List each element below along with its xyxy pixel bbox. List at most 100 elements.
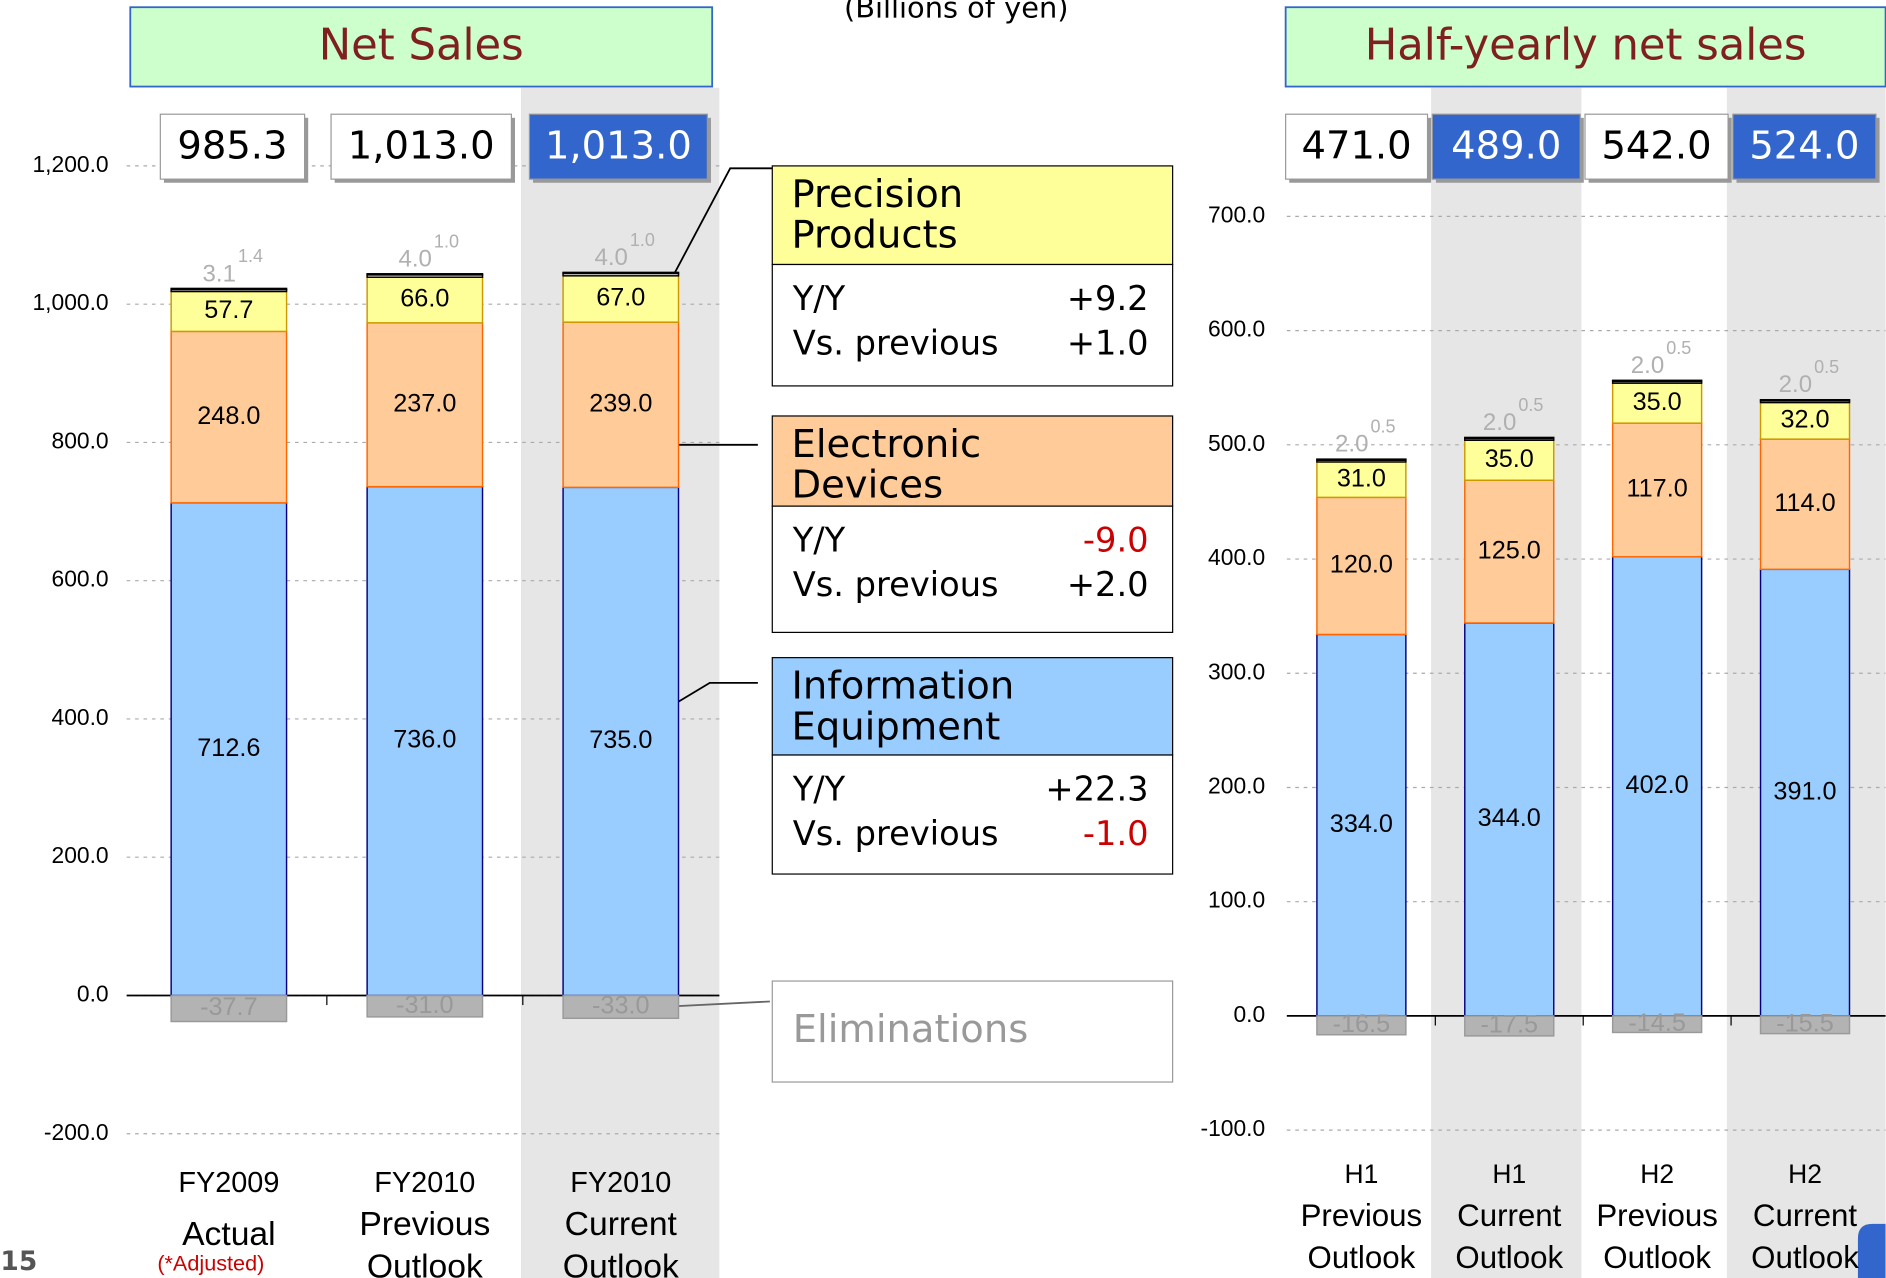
- bar-segment: [1464, 622, 1555, 1017]
- bar-segment: [1464, 436, 1555, 440]
- y-tick-label: 0.0: [77, 981, 109, 1007]
- x-tick-label: H2: [1788, 1159, 1822, 1189]
- x-tick-label: Outlook: [367, 1248, 483, 1278]
- callout-row-value: +2.0: [1067, 565, 1149, 604]
- callout-name-box: Information Equipment: [791, 664, 1015, 750]
- subtitle: (Billions of yen): [844, 0, 1069, 25]
- callout-body: [771, 505, 1174, 633]
- y-tick-label: 1,000.0: [32, 289, 108, 315]
- bar-segment: [1611, 382, 1703, 424]
- total-label: 542.0: [1601, 123, 1711, 168]
- value-label: 248.0: [197, 402, 260, 430]
- bar-segment: [1611, 1015, 1703, 1034]
- y-tick-label: 1,200.0: [32, 151, 108, 177]
- total-box: [1732, 113, 1877, 180]
- callout-header: [771, 415, 1174, 507]
- value-label: -14.5: [1628, 1009, 1686, 1037]
- callout-header: [771, 657, 1174, 756]
- bar-segment: [366, 273, 484, 276]
- callout-row-value: +9.2: [1067, 279, 1149, 318]
- value-label: 35.0: [1485, 445, 1534, 473]
- bar-segment: [170, 502, 288, 997]
- bar-segment: [1759, 1015, 1851, 1035]
- callout-body: [771, 263, 1174, 387]
- value-label: 0.5: [1518, 395, 1543, 415]
- bar-segment: [1316, 496, 1407, 636]
- chart-title: Half-yearly net sales: [1365, 21, 1807, 71]
- series-name: Information Equipment: [791, 664, 1015, 750]
- value-label: 344.0: [1478, 804, 1541, 832]
- total-box: [1285, 113, 1429, 180]
- value-label: 31.0: [1337, 464, 1386, 492]
- bar-segment: [170, 330, 288, 504]
- bar-segment: [562, 275, 680, 323]
- bar-segment: [1759, 568, 1851, 1017]
- bar-segment: [1316, 461, 1407, 499]
- bar-segment: [170, 290, 288, 333]
- callout-row-value: +1.0: [1067, 324, 1149, 363]
- value-label: 712.6: [197, 734, 260, 762]
- x-tick-label: Current: [565, 1206, 678, 1243]
- callout-body: [771, 754, 1174, 875]
- bar-segment: [1316, 458, 1407, 462]
- total-label: 985.3: [177, 123, 287, 168]
- category-note: (*Adjusted): [157, 1250, 264, 1275]
- bar-segment: [1464, 439, 1555, 481]
- callout-row-label: Vs. previous: [793, 565, 999, 604]
- bar-segment: [1316, 1015, 1407, 1036]
- value-label: -15.5: [1776, 1009, 1834, 1037]
- bar-segment: [1611, 379, 1703, 383]
- callout-row-label: Y/Y: [792, 521, 846, 560]
- total-box: [330, 113, 512, 180]
- value-label: -33.0: [592, 992, 650, 1020]
- total-label: 471.0: [1302, 123, 1412, 168]
- x-tick-label: Outlook: [1751, 1240, 1859, 1275]
- value-label: 0.5: [1371, 417, 1396, 437]
- value-label: -31.0: [396, 991, 454, 1019]
- value-label: 2.0: [1631, 352, 1664, 379]
- value-label: 35.0: [1633, 388, 1682, 416]
- y-tick-label: 200.0: [1208, 773, 1265, 799]
- value-label: 0.5: [1814, 357, 1839, 377]
- value-label: 67.0: [596, 284, 645, 312]
- value-label: -16.5: [1333, 1010, 1391, 1038]
- bar-segment: [1611, 422, 1703, 558]
- bar-segment: [562, 321, 680, 489]
- x-tick-label: H2: [1640, 1159, 1674, 1189]
- value-label: 2.0: [1335, 431, 1368, 458]
- x-tick-label: FY2010: [570, 1167, 671, 1199]
- series-name: Electronic Devices: [791, 423, 982, 508]
- title-box: [1284, 6, 1886, 88]
- x-tick-label: Outlook: [563, 1248, 679, 1278]
- x-tick-label: Previous: [359, 1206, 490, 1243]
- callout-name-box: Precision Products: [792, 173, 964, 255]
- y-tick-label: 700.0: [1208, 201, 1265, 227]
- page-number: 15: [0, 1246, 37, 1277]
- corner-decoration: [1857, 1223, 1886, 1278]
- bar-segment: [170, 287, 288, 291]
- value-label: 736.0: [393, 726, 456, 754]
- y-tick-label: 500.0: [1208, 430, 1265, 456]
- value-label: 1.0: [434, 231, 459, 251]
- series-name: Eliminations: [793, 1007, 1029, 1052]
- value-label: 4.0: [594, 244, 627, 271]
- x-tick-label: FY2010: [374, 1167, 475, 1199]
- value-label: 239.0: [589, 389, 652, 417]
- bar-segment: [1759, 398, 1851, 402]
- y-tick-label: 100.0: [1208, 887, 1265, 913]
- y-tick-label: -200.0: [44, 1119, 109, 1145]
- value-label: 0.5: [1666, 338, 1691, 358]
- callout-row-label: Y/Y: [792, 770, 846, 809]
- bar-segment: [366, 276, 484, 324]
- callout-header: [771, 165, 1174, 266]
- bar-segment: [562, 994, 680, 1020]
- y-tick-label: 300.0: [1208, 658, 1265, 684]
- y-tick-label: -100.0: [1200, 1115, 1265, 1141]
- total-label: 1,013.0: [348, 123, 495, 168]
- total-box: [528, 113, 708, 180]
- total-label: 489.0: [1451, 123, 1561, 168]
- x-tick-label: Current: [1753, 1198, 1858, 1233]
- y-tick-label: 800.0: [51, 427, 108, 453]
